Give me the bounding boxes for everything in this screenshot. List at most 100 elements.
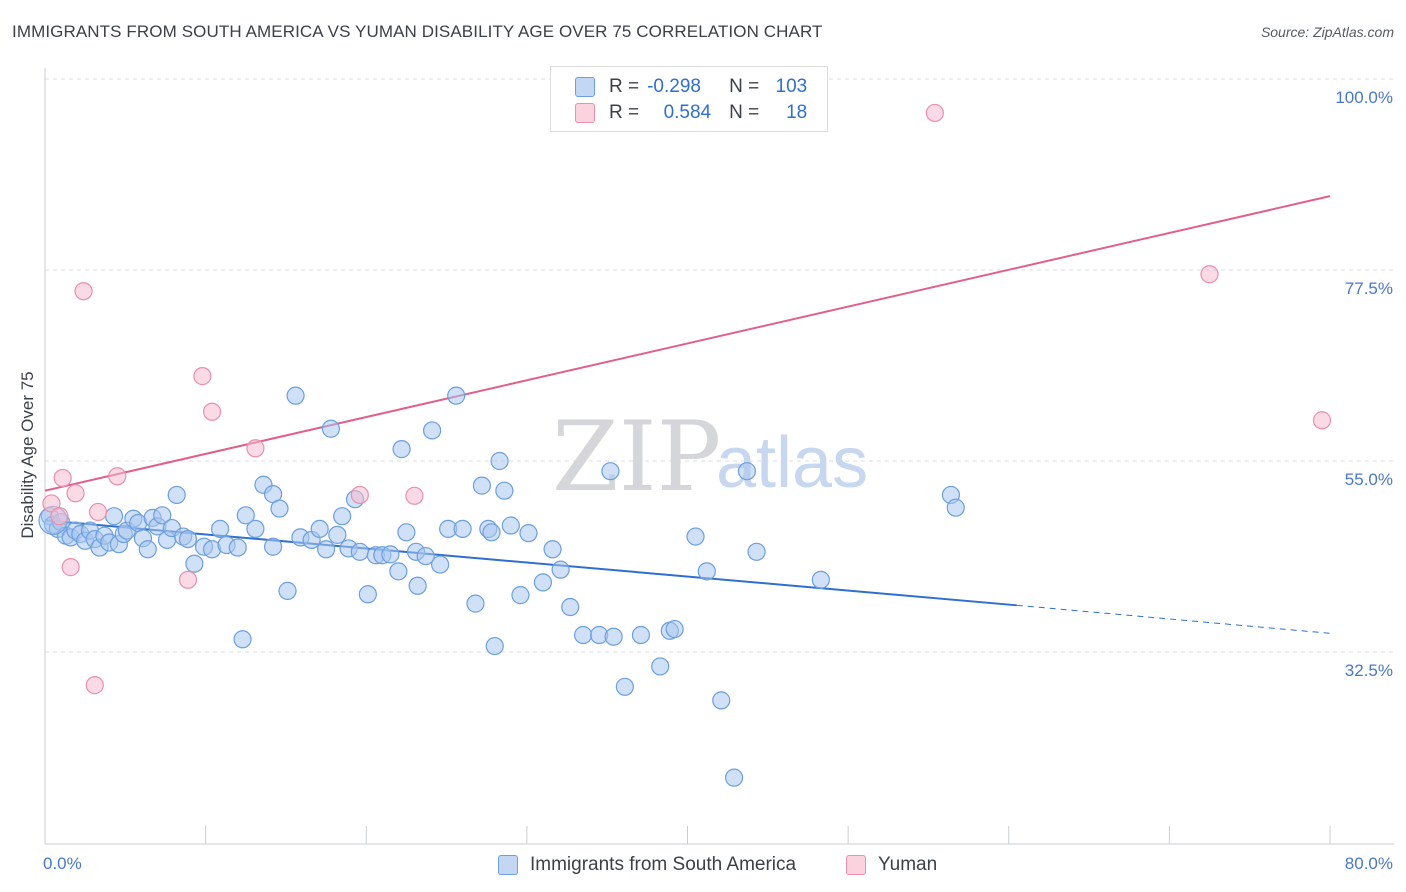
immigrants-point bbox=[178, 529, 198, 549]
yuman-point bbox=[1312, 411, 1332, 430]
immigrants-point bbox=[408, 576, 427, 595]
legend-r-value: 0.584 bbox=[663, 102, 712, 123]
immigrants-point bbox=[615, 677, 634, 696]
immigrants-point bbox=[543, 540, 562, 559]
yuman-point bbox=[350, 485, 369, 505]
legend-n-value: 103 bbox=[775, 76, 808, 97]
series-swatch-pink bbox=[846, 855, 866, 875]
immigrants-point bbox=[490, 451, 509, 471]
yuman-point bbox=[88, 502, 108, 522]
yuman-point bbox=[1200, 265, 1219, 284]
gridlines bbox=[45, 78, 1394, 653]
immigrants-point bbox=[270, 499, 289, 518]
series-legend-item-yuman: Yuman bbox=[846, 852, 937, 878]
immigrants-point bbox=[389, 562, 408, 581]
legend-row-pink: R = 0.584 N = 18 bbox=[575, 100, 807, 126]
immigrants-point bbox=[712, 691, 731, 710]
source-label: Source: ZipAtlas.com bbox=[1260, 24, 1394, 40]
yuman-point bbox=[202, 402, 222, 421]
data-points bbox=[38, 103, 1332, 787]
y-tick-label: 55.0% bbox=[1345, 470, 1393, 489]
immigrants-point bbox=[501, 516, 520, 535]
legend-n-label: N = bbox=[729, 76, 760, 97]
legend-r-value: -0.298 bbox=[647, 76, 701, 97]
immigrants-point bbox=[511, 586, 530, 605]
immigrants-point bbox=[350, 542, 369, 561]
yuman-point bbox=[53, 468, 72, 488]
legend-r-label: R = bbox=[609, 102, 640, 123]
immigrants-point bbox=[431, 555, 450, 574]
immigrants-point bbox=[228, 538, 247, 557]
immigrants-point bbox=[397, 523, 416, 542]
immigrants-point bbox=[210, 519, 230, 539]
legend-r-label: R = bbox=[609, 76, 640, 97]
yuman-point bbox=[193, 367, 212, 386]
yuman-point bbox=[246, 439, 265, 458]
immigrants-point bbox=[604, 627, 623, 646]
yuman-point bbox=[178, 570, 198, 589]
immigrants-point bbox=[724, 768, 744, 787]
immigrants-point bbox=[485, 636, 504, 656]
immigrants-point bbox=[453, 519, 472, 539]
immigrants-point bbox=[167, 485, 186, 505]
immigrants-point bbox=[573, 625, 593, 645]
chart-title: IMMIGRANTS FROM SOUTH AMERICA VS YUMAN D… bbox=[12, 22, 823, 41]
yuman-point bbox=[108, 467, 127, 486]
yuman-point bbox=[925, 103, 944, 123]
immigrants-point bbox=[472, 476, 491, 495]
y-tick-label: 77.5% bbox=[1345, 279, 1393, 298]
immigrants-point bbox=[747, 542, 766, 561]
immigrants-point bbox=[665, 619, 684, 639]
yuman-point bbox=[50, 507, 69, 526]
legend-swatch-blue bbox=[575, 77, 595, 97]
series-legend-label: Immigrants from South America bbox=[530, 854, 797, 875]
y-tick-label: 32.5% bbox=[1345, 661, 1393, 680]
tick-labels: 32.5% 55.0% 77.5% 100.0% 0.0% 80.0% bbox=[43, 88, 1393, 873]
yuman-point bbox=[61, 558, 80, 577]
immigrants-point bbox=[495, 481, 514, 500]
y-axis-title: Disability Age Over 75 bbox=[18, 371, 37, 538]
yuman-point bbox=[66, 484, 85, 503]
immigrants-point bbox=[278, 581, 297, 600]
yuman-point bbox=[85, 676, 104, 695]
immigrants-point bbox=[246, 519, 265, 539]
immigrants-point bbox=[236, 506, 255, 525]
immigrants-point bbox=[358, 585, 377, 604]
legend-n-label: N = bbox=[729, 102, 760, 123]
immigrants-point bbox=[138, 540, 157, 559]
immigrants-point bbox=[447, 386, 466, 405]
axes bbox=[44, 68, 1394, 845]
series-legend-item-immigrants: Immigrants from South America bbox=[498, 852, 796, 878]
x-tick-label: 0.0% bbox=[43, 854, 82, 873]
series-legend-label: Yuman bbox=[878, 854, 938, 875]
x-tick-label: 80.0% bbox=[1345, 854, 1393, 873]
legend-row-blue: R = -0.298 N = 103 bbox=[575, 74, 807, 100]
watermark: ZIP atlas bbox=[552, 401, 868, 513]
immigrants-point bbox=[416, 546, 435, 566]
immigrants-point bbox=[601, 462, 620, 481]
immigrants-point bbox=[333, 507, 352, 526]
immigrants-point bbox=[392, 440, 411, 459]
immigrants-point bbox=[466, 594, 485, 613]
immigrants-point bbox=[233, 630, 252, 649]
immigrants-point bbox=[686, 527, 705, 546]
immigrants-point bbox=[561, 597, 580, 617]
watermark-atlas: atlas bbox=[716, 423, 868, 503]
immigrants-point bbox=[263, 537, 283, 556]
legend-n-value: 18 bbox=[786, 102, 808, 123]
immigrants-point bbox=[651, 657, 670, 676]
yuman-point bbox=[405, 486, 424, 505]
yuman-point bbox=[74, 282, 93, 301]
correlation-legend: R = -0.298 N = 103 R = 0.584 N = 18 bbox=[550, 66, 828, 132]
immigrants-trend-line bbox=[44, 519, 1017, 607]
watermark-zip: ZIP bbox=[552, 401, 721, 513]
immigrants-point bbox=[310, 519, 329, 539]
immigrants-point bbox=[737, 462, 757, 481]
immigrants-point bbox=[104, 507, 124, 526]
immigrants-point bbox=[519, 524, 538, 543]
immigrants-point bbox=[153, 506, 172, 525]
immigrants-point bbox=[381, 545, 400, 564]
immigrants-point bbox=[321, 419, 341, 438]
immigrants-point bbox=[328, 525, 347, 544]
